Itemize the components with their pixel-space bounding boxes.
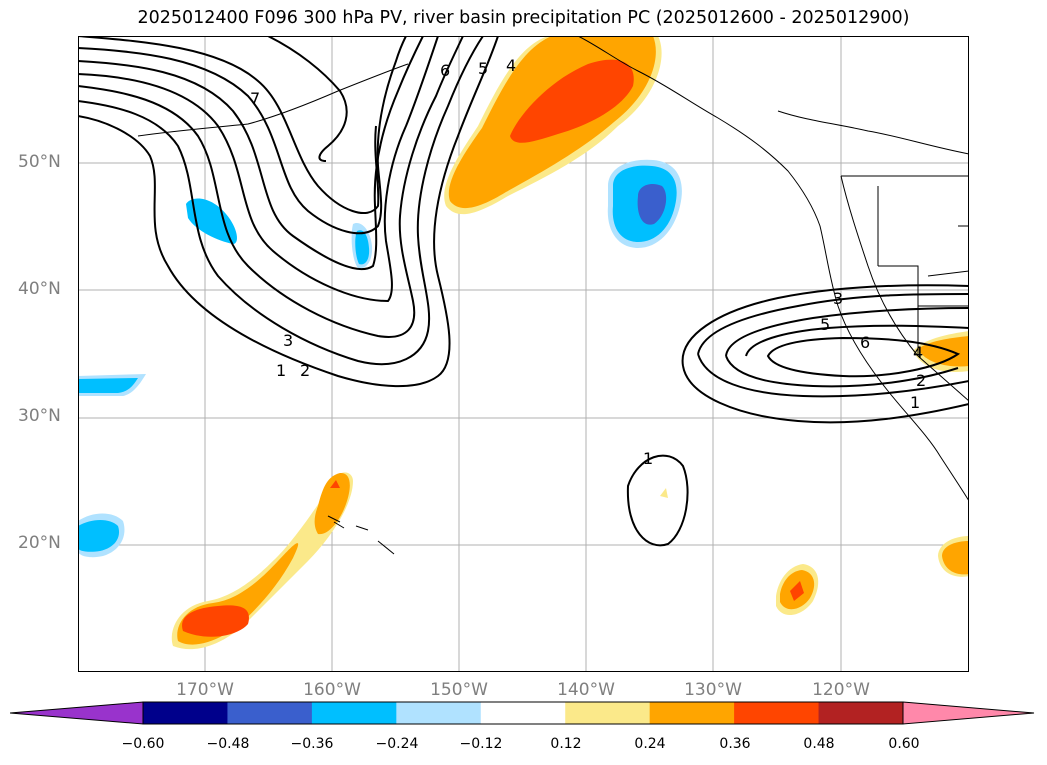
colorbar-extend-low [10,701,144,725]
colorbar-cell [565,702,651,724]
colorbar-tick: 0.36 [719,736,751,752]
lat-label: 30°N [18,406,61,426]
contour-label: 1 [910,393,920,412]
contour-label: 2 [300,361,310,380]
contour-label: 7 [250,89,260,108]
contour-label: 3 [283,331,293,350]
colorbar-cell [311,702,397,724]
lon-label: 120°W [812,680,870,700]
colorbar-tick: 0.24 [634,736,666,752]
gridlines [78,36,969,672]
contour-label: 1 [276,361,286,380]
colorbar-tick: 0.12 [550,736,582,752]
pv-contours [78,36,969,547]
colorbar-tick: −0.60 [121,736,165,752]
colorbar-tick: −0.12 [459,736,503,752]
colorbar-tick: −0.48 [206,736,250,752]
lat-label: 50°N [18,152,61,172]
map-title: 2025012400 F096 300 hPa PV, river basin … [137,8,910,28]
precip-negative-regions [78,159,682,558]
contour-label: 6 [440,61,450,80]
colorbar-cell [480,702,566,724]
lon-label: 170°W [176,680,234,700]
colorbar-extend-high [902,701,1035,725]
contour-label: 4 [913,343,923,362]
lon-label: 160°W [303,680,361,700]
colorbar [10,701,1035,725]
colorbar-tick: 0.48 [803,736,835,752]
lon-label: 150°W [430,680,488,700]
contour-label: 1 [643,449,653,468]
precip-neg-west [186,198,238,244]
colorbar-cell [143,702,228,724]
colorbar-tick: −0.36 [290,736,334,752]
lat-label: 20°N [18,533,61,553]
contour-label: 5 [820,315,830,334]
colorbar-cell [818,702,904,724]
contour-label: 3 [833,289,843,308]
lon-label: 140°W [557,680,615,700]
colorbar-cell [649,702,735,724]
colorbar-cell [227,702,313,724]
colorbar-cell [734,702,820,724]
contour-label: 2 [916,371,926,390]
coastlines [137,36,969,555]
precip-positive-regions [171,36,969,650]
colorbar-tick: −0.24 [375,736,419,752]
contour-label: 6 [860,333,870,352]
lat-label: 40°N [18,279,61,299]
colorbar-tick: 0.60 [888,736,920,752]
contour-labels: 7 6 5 4 3 2 1 1 3 5 6 4 2 1 [250,56,926,468]
contour-label: 4 [506,56,516,75]
map-plot: 7 6 5 4 3 2 1 1 3 5 6 4 2 1 [78,36,969,672]
lon-label: 130°W [684,680,742,700]
map-frame [78,36,969,672]
contour-label: 5 [478,59,488,78]
colorbar-cell [396,702,482,724]
